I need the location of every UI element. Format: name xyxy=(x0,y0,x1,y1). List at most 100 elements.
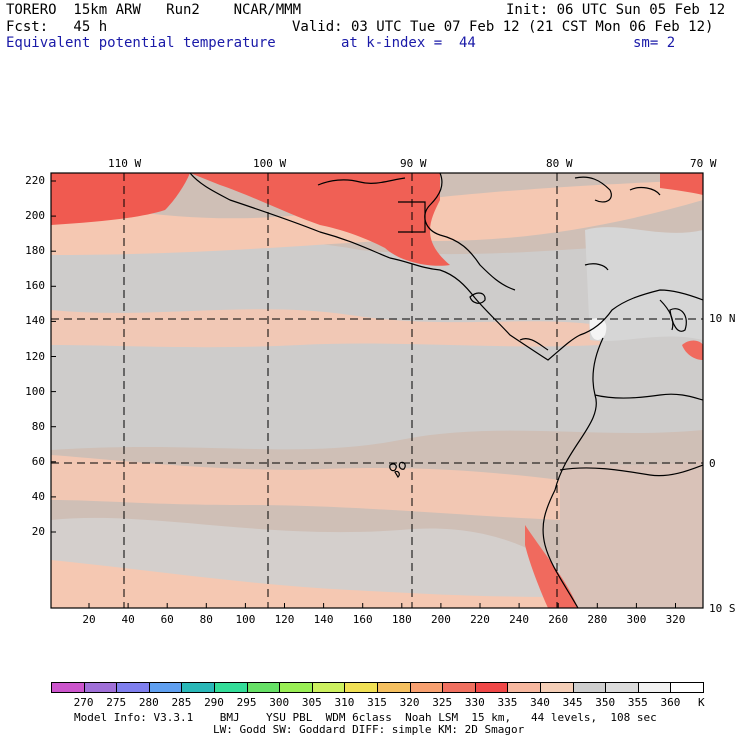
x-tick-label: 220 xyxy=(470,613,490,626)
cuba-coast xyxy=(574,176,612,203)
lon-label-70w: 70 W xyxy=(690,157,717,170)
field-salmon-south xyxy=(51,560,703,608)
lat-label-10n: 10 N xyxy=(709,312,736,325)
x-tick-label: 300 xyxy=(626,613,647,626)
x-tick-label: 200 xyxy=(430,613,451,626)
x-tick-label: 140 xyxy=(313,613,334,626)
x-tick-label: 100 xyxy=(235,613,256,626)
lake-nicaragua xyxy=(469,292,486,304)
y-tick-label: 120 xyxy=(25,349,45,363)
field-caribbean xyxy=(585,227,703,342)
physics-info: LW: Godd SW: Goddard DIFF: simple KM: 2D… xyxy=(213,723,525,736)
x-tick-label: 160 xyxy=(352,613,373,626)
x-tick-label: 80 xyxy=(199,613,213,626)
lon-label-110w: 110 W xyxy=(108,157,142,170)
graticule xyxy=(51,173,703,608)
colorbar-swatch xyxy=(51,682,85,693)
colorbar-swatch xyxy=(148,682,183,693)
colorbar-label: 355 xyxy=(627,696,648,709)
lon-label-90w: 90 W xyxy=(400,157,427,170)
mexico-inland-border xyxy=(317,177,406,186)
colorbar-swatch xyxy=(344,682,378,693)
x-tick-label: 240 xyxy=(509,613,530,626)
colorbar-label: 330 xyxy=(464,696,485,709)
y-tick-label: 200 xyxy=(25,209,45,223)
x-tick-label: 60 xyxy=(160,613,174,626)
colorbar-swatch xyxy=(442,682,476,693)
colorbar-label: 295 xyxy=(236,696,257,709)
x-tick-label: 20 xyxy=(82,613,96,626)
colorbar-swatch xyxy=(181,682,215,693)
lon-label-100w: 100 W xyxy=(253,157,287,170)
jamaica-coast xyxy=(584,263,609,271)
colorbar-swatch xyxy=(116,682,150,693)
field-south-america xyxy=(560,460,703,608)
colorbar-label: 285 xyxy=(171,696,192,709)
y-tick-label: 160 xyxy=(25,279,45,293)
colorbar-swatch xyxy=(377,682,411,693)
colorbar-label: 320 xyxy=(399,696,420,709)
field-red-northeast xyxy=(660,173,703,195)
colorbar-swatch xyxy=(637,682,672,693)
map-frame xyxy=(50,172,704,609)
y-tick-label: 40 xyxy=(31,489,45,503)
k-index: at k-index = 44 xyxy=(341,35,476,51)
colorbar-label: 335 xyxy=(497,696,518,709)
field-white-patch xyxy=(589,318,607,340)
central-america-coast xyxy=(189,173,703,361)
colorbar-label: 340 xyxy=(530,696,550,709)
y-tick-label: 60 xyxy=(31,454,45,468)
y-tick-label: 140 xyxy=(25,314,45,328)
field-red-venezuela xyxy=(682,340,703,360)
colorbar-label: 345 xyxy=(562,696,583,709)
colorbar-label: 310 xyxy=(334,696,355,709)
y-tick-label: 80 xyxy=(31,419,45,433)
y-tick-label: 180 xyxy=(25,244,45,258)
field-grey-band xyxy=(51,240,703,450)
colorbar-label: 315 xyxy=(367,696,387,709)
field-name: Equivalent potential temperature xyxy=(6,35,276,51)
colorbar-label: 350 xyxy=(595,696,616,709)
ecuador-peru-border xyxy=(559,464,703,477)
lat-label-0: 0 xyxy=(709,457,716,470)
yucatan-coast xyxy=(424,173,516,291)
lake-maracaibo xyxy=(669,308,687,332)
colorbar-label: 300 xyxy=(269,696,290,709)
colorbar-swatch xyxy=(572,682,607,693)
x-tick-label: 180 xyxy=(391,613,412,626)
valid-time: Valid: 03 UTC Tue 07 Feb 12 (21 CST Mon … xyxy=(292,19,714,35)
forecast-hour: Fcst: 45 h xyxy=(6,19,108,35)
colorbar-swatch xyxy=(540,682,574,693)
lon-label-80w: 80 W xyxy=(546,157,573,170)
colorbar-label: 270 xyxy=(73,696,94,709)
colorbar-swatch xyxy=(279,682,313,693)
smoothing: sm= 2 xyxy=(633,35,676,51)
y-tick-label: 220 xyxy=(25,174,45,187)
colorbar-swatch xyxy=(507,682,541,693)
south-america-west-coast xyxy=(542,337,604,608)
field-red-mexico xyxy=(190,173,450,266)
colombia-border xyxy=(594,393,703,401)
colorbar-label: 290 xyxy=(204,696,224,709)
field-red-northwest xyxy=(51,173,190,225)
field-red-peru-coast xyxy=(525,525,578,608)
model-info: Model Info: V3.3.1 BMJ YSU PBL WDM 6clas… xyxy=(74,711,657,724)
colorbar-swatch xyxy=(670,682,704,693)
x-tick-label: 280 xyxy=(587,613,608,626)
colorbar-label: 280 xyxy=(138,696,159,709)
colorbar-label: 275 xyxy=(106,696,127,709)
field-salmon-band-2 xyxy=(51,455,560,520)
panama-coast xyxy=(519,338,549,351)
colorbar-swatch xyxy=(474,682,509,693)
colorbar-label: 325 xyxy=(432,696,453,709)
colorbar-label: 360 xyxy=(660,696,681,709)
colorbar-label: 305 xyxy=(301,696,322,709)
x-tick-label: 320 xyxy=(665,613,686,626)
colorbar-swatch xyxy=(605,682,639,693)
lat-label-10s: 10 S xyxy=(709,602,736,615)
colorbar-unit: K xyxy=(698,696,705,709)
colorbar-swatch xyxy=(214,682,248,693)
hispaniola-coast xyxy=(629,186,661,196)
colorbar-swatch xyxy=(83,682,118,693)
